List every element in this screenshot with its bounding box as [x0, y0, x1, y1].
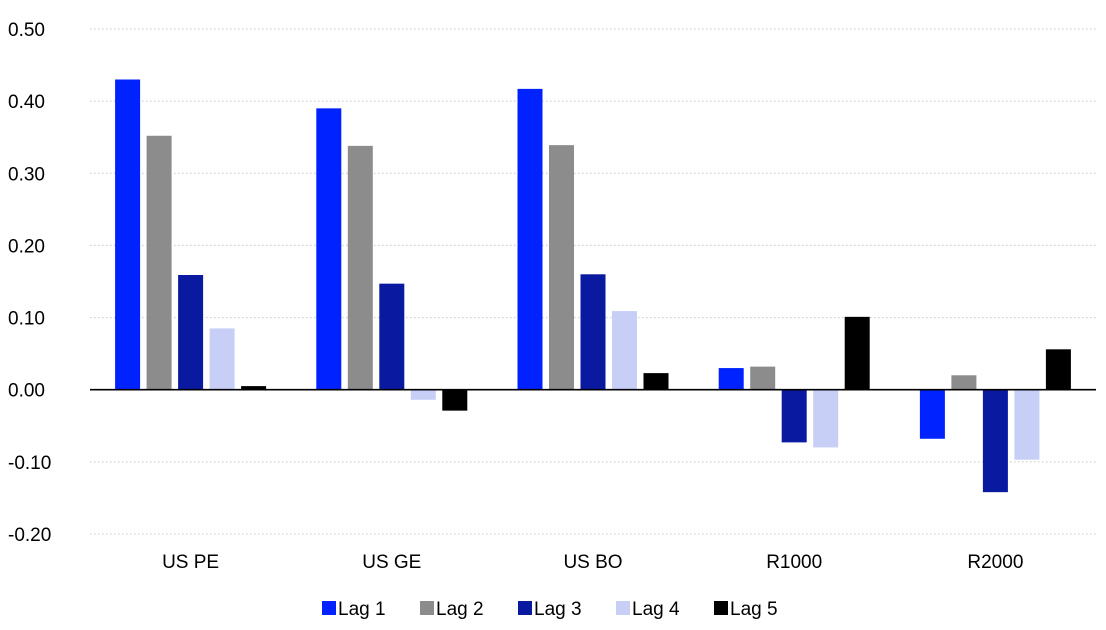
bar-r1000-lag-3	[781, 389, 807, 443]
bar-us-bo-lag-2	[549, 145, 574, 390]
legend-swatch	[518, 601, 532, 615]
bar-us-pe-lag-5	[241, 386, 267, 390]
legend-swatch	[616, 601, 630, 615]
bar-us-ge-lag-4	[410, 389, 436, 400]
legend-item-lag-1: Lag 1	[322, 599, 386, 620]
legend-item-lag-4: Lag 4	[616, 599, 680, 620]
bar-us-pe-lag-4	[209, 328, 235, 390]
bar-r2000-lag-1	[919, 389, 945, 439]
y-tick-label: 0.20	[8, 236, 45, 257]
bar-us-bo-lag-5	[643, 373, 669, 390]
bar-r2000-lag-5	[1045, 349, 1071, 390]
bars	[115, 79, 1071, 493]
legend-item-lag-2: Lag 2	[420, 599, 484, 620]
legend-label: Lag 5	[730, 599, 778, 620]
legend-swatch	[420, 601, 434, 615]
bar-r1000-lag-5	[844, 316, 870, 390]
x-category-label: R2000	[967, 552, 1023, 573]
bar-us-bo-lag-1	[517, 88, 543, 390]
legend-label: Lag 3	[534, 599, 582, 620]
legend-item-lag-5: Lag 5	[714, 599, 778, 620]
bar-us-ge-lag-2	[347, 145, 373, 390]
legend-item-lag-3: Lag 3	[518, 599, 582, 620]
legend-swatch	[322, 601, 336, 615]
legend-label: Lag 4	[632, 599, 680, 620]
legend-label: Lag 2	[436, 599, 484, 620]
y-tick-label: 0.40	[8, 92, 45, 113]
y-tick-label: 0.10	[8, 309, 45, 330]
y-tick-label: 0.30	[8, 164, 45, 185]
y-tick-label: -0.10	[8, 453, 51, 474]
bar-us-pe-lag-2	[146, 135, 172, 390]
x-axis-category-labels: US PE US GE US BO R1000 R2000	[162, 552, 1023, 573]
bar-r2000-lag-3	[982, 389, 1008, 493]
legend-label: Lag 1	[338, 599, 386, 620]
bar-r1000-lag-4	[813, 389, 839, 448]
bar-us-pe-lag-3	[178, 275, 204, 390]
bar-us-ge-lag-1	[316, 108, 342, 390]
bar-us-bo-lag-3	[580, 274, 606, 390]
y-tick-label: -0.20	[8, 525, 51, 546]
bar-r2000-lag-2	[951, 375, 977, 390]
y-axis-tick-labels: -0.20 -0.10 0.00 0.10 0.20 0.30 0.40 0.50	[8, 20, 51, 546]
legend-swatch	[714, 601, 728, 615]
y-tick-label: 0.00	[8, 381, 45, 402]
x-category-label: US GE	[362, 552, 421, 573]
bar-us-ge-lag-5	[442, 389, 468, 411]
y-tick-label: 0.50	[8, 20, 45, 41]
bar-r2000-lag-4	[1014, 389, 1040, 460]
bar-r1000-lag-1	[718, 368, 744, 390]
x-category-label: US BO	[563, 552, 622, 573]
bar-us-pe-lag-1	[115, 79, 141, 390]
bar-us-bo-lag-4	[612, 311, 637, 390]
x-category-label: R1000	[766, 552, 822, 573]
legend: Lag 1 Lag 2 Lag 3 Lag 4 Lag 5	[322, 599, 778, 620]
x-category-label: US PE	[162, 552, 219, 573]
bar-r1000-lag-2	[750, 366, 776, 390]
bar-us-ge-lag-3	[379, 283, 405, 390]
